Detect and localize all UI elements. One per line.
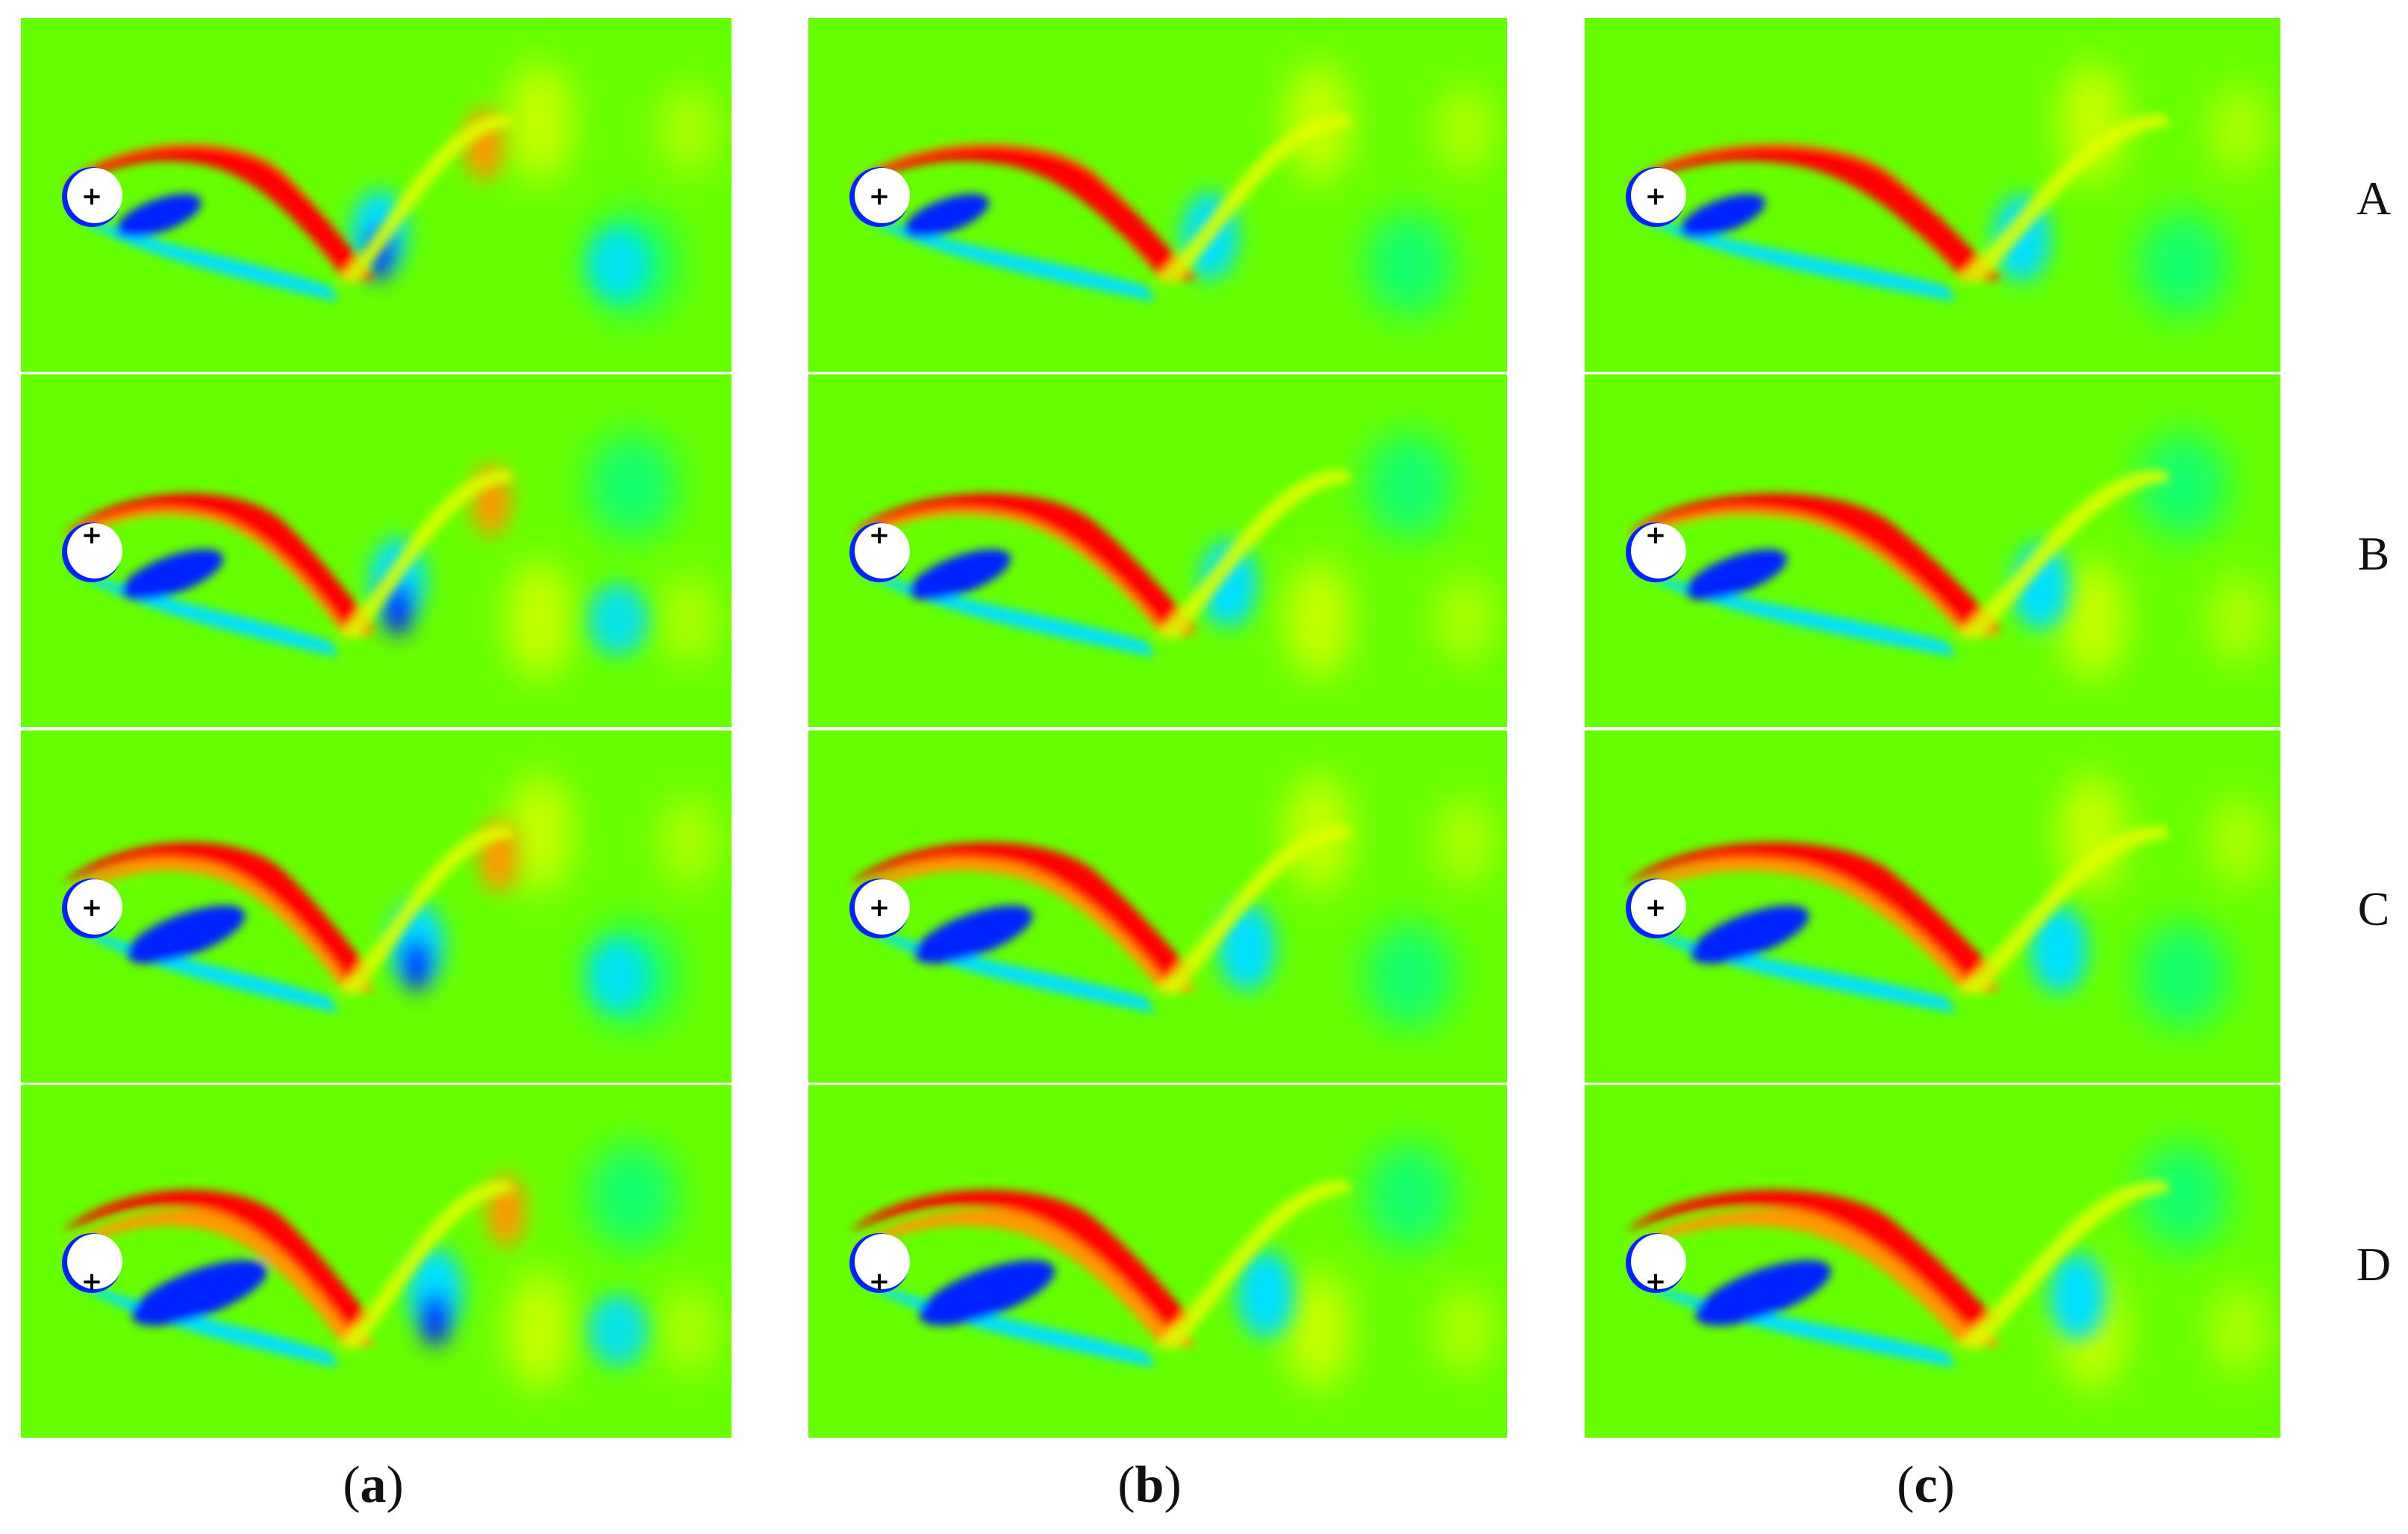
column-caption-c: (c) — [1897, 1456, 1955, 1514]
cylinder-center-marker: + — [81, 181, 103, 211]
contour-panel-a-C: + — [21, 729, 732, 1083]
contour-panel-a-D: + — [21, 1084, 732, 1438]
row-label-d: D — [2356, 1238, 2392, 1291]
contour-panel-b-C: + — [808, 729, 1507, 1083]
cylinder-center-marker: + — [81, 893, 103, 923]
cylinder — [67, 879, 122, 935]
cylinder-center-marker: + — [81, 1267, 103, 1297]
contour-panel-b-A: + — [808, 18, 1507, 372]
cylinder-center-marker: + — [1645, 181, 1667, 211]
cylinder — [855, 879, 910, 935]
cylinder — [855, 168, 910, 223]
contour-panel-a-A: + — [21, 18, 732, 372]
cylinder — [1631, 879, 1686, 935]
cylinder-center-marker: + — [869, 1267, 890, 1297]
cylinder — [1631, 1234, 1686, 1289]
cylinder-center-marker: + — [81, 520, 103, 550]
contour-panel-c-A: + — [1585, 18, 2280, 372]
column-caption-a: (a) — [343, 1456, 404, 1514]
cylinder — [1631, 523, 1686, 579]
cylinder — [67, 523, 122, 579]
contour-panel-b-B: + — [808, 373, 1507, 727]
contour-panel-c-C: + — [1585, 729, 2280, 1083]
contour-panel-c-D: + — [1585, 1084, 2280, 1438]
row-label-a: A — [2356, 172, 2392, 225]
cylinder-center-marker: + — [1645, 893, 1667, 923]
cylinder-center-marker: + — [869, 181, 890, 211]
cylinder-center-marker: + — [1645, 1267, 1667, 1297]
contour-panel-a-B: + — [21, 373, 732, 727]
cylinder — [855, 1234, 910, 1289]
contour-panel-c-B: + — [1585, 373, 2280, 727]
cylinder-center-marker: + — [869, 520, 890, 550]
row-label-c: C — [2357, 882, 2390, 935]
row-label-b: B — [2357, 527, 2390, 580]
cylinder-center-marker: + — [1645, 520, 1667, 550]
contour-panel-b-D: + — [808, 1084, 1507, 1438]
cylinder — [67, 1234, 122, 1289]
cylinder — [855, 523, 910, 579]
cylinder-center-marker: + — [869, 893, 890, 923]
column-caption-b: (b) — [1117, 1456, 1182, 1514]
cylinder — [67, 168, 122, 223]
cylinder — [1631, 168, 1686, 223]
